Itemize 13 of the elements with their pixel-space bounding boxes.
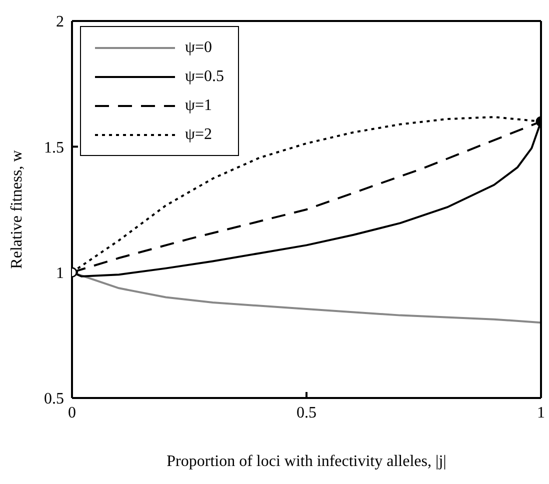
x-tick-label: 1 <box>537 404 545 422</box>
y-tick-label: 2 <box>56 14 64 31</box>
legend-label: ψ=2 <box>185 126 212 144</box>
y-tick-label: 1.5 <box>44 139 64 156</box>
x-tick-label: 0.5 <box>296 404 316 422</box>
y-tick-label: 0.5 <box>44 390 64 408</box>
legend-label: ψ=1 <box>185 96 212 114</box>
x-tick-label: 0 <box>68 404 76 422</box>
x-axis-title: Proportion of loci with infectivity alleles, |j| <box>166 453 446 470</box>
y-axis-title: Relative fitness, w <box>8 150 26 269</box>
y-tick-label: 1 <box>56 265 64 282</box>
legend-label: ψ=0 <box>185 38 212 56</box>
legend-label: ψ=0.5 <box>185 68 224 86</box>
